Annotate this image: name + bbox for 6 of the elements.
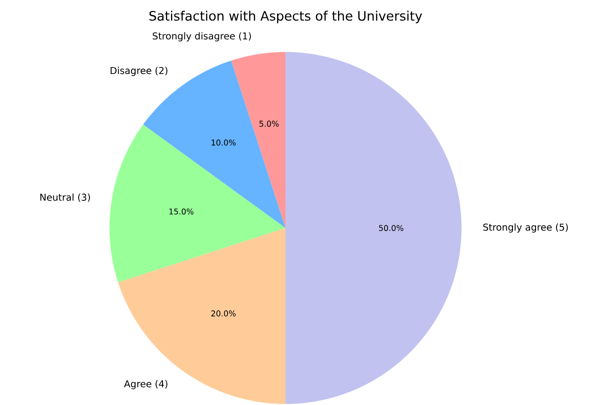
slice-label: Neutral (3)	[40, 193, 90, 202]
slice-label: Strongly disagree (1)	[152, 32, 251, 42]
slice-label: Strongly agree (5)	[483, 223, 568, 233]
slice-label: Disagree (2)	[110, 66, 168, 76]
chart-title: Satisfaction with Aspects of the University	[149, 10, 422, 24]
slice-label: Agree (4)	[124, 380, 168, 390]
